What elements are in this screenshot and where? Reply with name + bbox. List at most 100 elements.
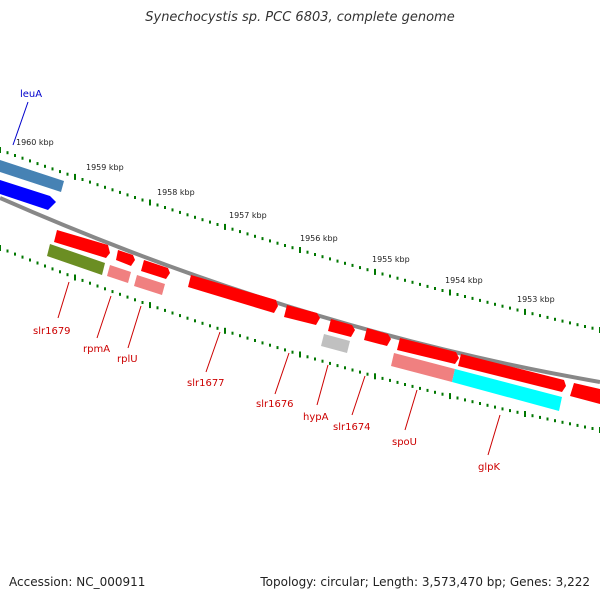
ruler-tick	[261, 341, 264, 345]
ruler-tick	[291, 350, 294, 354]
ruler-tick	[374, 373, 376, 380]
gene-spoU-block[interactable]	[397, 338, 459, 364]
gene-slr1676-block[interactable]	[284, 305, 320, 325]
ruler-tick	[201, 321, 204, 325]
gene-rplU-rev[interactable]	[134, 275, 165, 295]
ruler-tick	[44, 264, 46, 268]
ruler-tick	[344, 261, 346, 265]
ruler-tick	[501, 304, 504, 308]
ruler-tick	[36, 261, 39, 265]
ruler-tick	[111, 188, 114, 192]
gene-label-slr1674[interactable]: slr1674	[333, 422, 371, 433]
ruler-tick	[171, 208, 174, 212]
gene-label-leuA[interactable]: leuA	[20, 89, 42, 100]
ruler-tick	[126, 295, 129, 299]
ruler-tick	[0, 245, 1, 251]
leader-slr1679	[57, 281, 70, 319]
leader-slr1676	[274, 352, 290, 395]
ruler-tick	[261, 237, 264, 241]
ruler-tick	[546, 315, 549, 319]
ruler-tick	[404, 278, 406, 282]
ruler-tick	[134, 196, 136, 199]
gene-slr1677-block[interactable]	[188, 275, 278, 313]
gene-slr1674-block[interactable]	[364, 328, 391, 346]
gene-label-slr1679[interactable]: slr1679	[33, 326, 71, 337]
ruler-tick	[74, 274, 76, 281]
gene-slr1679-block[interactable]	[54, 230, 110, 258]
ruler-tick	[291, 246, 294, 250]
gene-label-spoU[interactable]: spoU	[392, 437, 417, 448]
ruler-tick	[36, 162, 39, 166]
ruler-tick	[126, 193, 129, 197]
gene-leuA-inner[interactable]	[0, 180, 56, 210]
ruler-tick	[254, 234, 256, 238]
gene-label-rplU[interactable]: rplU	[117, 354, 138, 365]
ruler-tick	[576, 323, 579, 327]
ruler-tick	[419, 386, 421, 390]
ruler-tick	[306, 250, 309, 254]
ruler-tick	[329, 257, 331, 261]
leader-glpK	[487, 414, 501, 456]
gene-edge-block[interactable]	[570, 383, 600, 404]
gene-spoU-rev[interactable]	[391, 353, 455, 382]
gene-slr1679-rev[interactable]	[47, 244, 105, 275]
ruler-tick	[329, 361, 331, 365]
ruler-tick	[471, 400, 474, 404]
gene-label-hypA[interactable]: hypA	[303, 412, 329, 423]
ruler-tick	[516, 308, 519, 312]
gene-hypA-rev[interactable]	[321, 334, 350, 353]
ruler-tick	[179, 210, 181, 214]
ruler-tick	[216, 326, 219, 330]
ruler-tick	[426, 284, 429, 288]
ruler-tick	[239, 334, 241, 338]
ruler-tick	[111, 290, 114, 294]
leader-hypA	[316, 364, 329, 406]
ruler-tick	[66, 172, 69, 176]
ruler-tick	[276, 241, 279, 245]
ruler-tick	[441, 392, 444, 396]
gene-leuA-outer[interactable]	[0, 160, 64, 192]
ruler-tick	[59, 170, 61, 174]
ruler-tick	[441, 289, 444, 292]
gene-rpmA-rev[interactable]	[107, 265, 131, 283]
ruler-tick	[171, 311, 174, 315]
gene-label-rpmA[interactable]: rpmA	[83, 344, 110, 355]
ruler-tick	[14, 154, 16, 157]
ruler-tick	[51, 267, 54, 271]
ruler-tick	[336, 364, 339, 368]
ruler-tick	[21, 156, 24, 160]
ruler-tick	[426, 388, 429, 392]
ruler-tick	[404, 383, 406, 386]
ruler-tick	[51, 167, 54, 171]
ruler-tick	[141, 198, 144, 202]
ruler-tick	[231, 227, 234, 231]
leader-rplU	[127, 305, 142, 349]
ruler-tick	[59, 270, 61, 274]
gene-glpK-block[interactable]	[458, 354, 566, 392]
gene-rplU-block[interactable]	[141, 260, 170, 279]
ruler-tick	[246, 336, 249, 340]
gene-label-slr1677[interactable]: slr1677	[187, 378, 225, 389]
gene-glpK-rev[interactable]	[452, 369, 562, 411]
ruler-tick	[434, 287, 436, 290]
leader-slr1674	[351, 375, 366, 416]
ruler-tick	[314, 357, 316, 361]
ruler-tick	[164, 308, 166, 312]
ruler-tick	[531, 414, 534, 418]
ruler-tick	[239, 230, 241, 234]
ruler-tick	[359, 370, 361, 374]
ruler-ticks-bottom	[0, 245, 600, 433]
ruler-tick	[449, 289, 451, 296]
ruler-tick	[29, 258, 31, 262]
ruler-tick	[224, 327, 226, 334]
ruler-tick	[591, 326, 594, 330]
ruler-tick	[546, 417, 549, 421]
gene-label-glpK[interactable]: glpK	[478, 462, 500, 473]
gene-hypA-block[interactable]	[328, 319, 355, 337]
gene-rpmA-block[interactable]	[116, 250, 135, 266]
gene-label-slr1676[interactable]: slr1676	[256, 399, 294, 410]
ruler-tick	[554, 317, 556, 321]
ruler-tick	[561, 420, 564, 424]
ruler-tick	[89, 281, 91, 285]
